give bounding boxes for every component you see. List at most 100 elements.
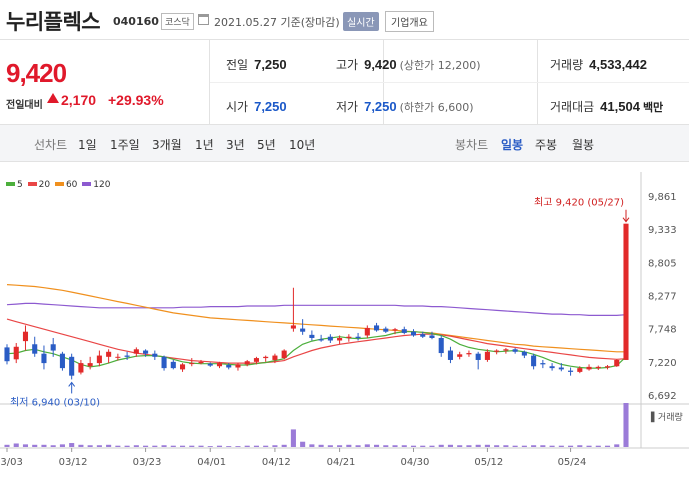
- candle-body: [383, 328, 389, 332]
- volume-bar: [124, 445, 130, 447]
- candle-body: [457, 354, 463, 357]
- x-tick-label: 04/01: [197, 457, 226, 468]
- volume-bar: [568, 445, 574, 447]
- tab-daily[interactable]: 일봉: [501, 138, 524, 152]
- low-arrowhead-icon: [68, 381, 76, 387]
- tab-3year[interactable]: 3년: [226, 138, 245, 152]
- tab-weekly[interactable]: 주봉: [535, 138, 558, 152]
- volume-bar: [364, 444, 370, 447]
- volume-bar: [161, 445, 167, 447]
- tab-1week[interactable]: 1주일: [110, 138, 140, 152]
- high-cell: 고가 9,420 (상한가 12,200): [336, 56, 481, 73]
- candle-body: [521, 351, 527, 356]
- y-tick-label: 9,333: [648, 225, 677, 236]
- calendar-icon: [198, 14, 209, 25]
- volume-bar: [475, 444, 481, 447]
- volume-bar: [327, 445, 333, 447]
- volume-bar: [96, 445, 102, 447]
- volume-bar: [521, 445, 527, 447]
- volume-bar: [300, 441, 306, 447]
- volume-bar: [466, 445, 472, 447]
- volume-bar: [318, 444, 324, 447]
- volume-bar: [604, 445, 611, 447]
- x-tick-label: 03/03: [0, 457, 23, 468]
- volume-bar: [281, 444, 287, 447]
- candle-body: [281, 350, 287, 359]
- candle-body: [263, 356, 269, 359]
- candle-body: [577, 368, 583, 372]
- volume-bar: [438, 444, 444, 447]
- quote-date: 2021.05.27 기준(장마감): [214, 16, 340, 29]
- volume-label: 거래량: [550, 58, 584, 72]
- open-value: 7,250: [254, 99, 287, 114]
- volume-bar: [106, 444, 112, 447]
- candle-body: [568, 370, 574, 372]
- volume-bar: [410, 445, 417, 447]
- volume-value: 4,533,442: [589, 57, 647, 72]
- candle-body: [179, 364, 186, 370]
- upper-limit: (상한가 12,200): [399, 59, 481, 72]
- volume-bar: [59, 444, 65, 447]
- tab-3month[interactable]: 3개월: [152, 138, 182, 152]
- candle-body: [78, 363, 84, 373]
- volume-bar: [383, 445, 389, 447]
- company-info-button[interactable]: 기업개요: [385, 11, 434, 32]
- amount-value: 41,504: [600, 99, 640, 114]
- stock-code: 040160: [113, 15, 159, 28]
- candle-body: [290, 325, 296, 329]
- volume-bar: [179, 445, 186, 447]
- tab-1day[interactable]: 1일: [78, 138, 97, 152]
- candle-body: [318, 339, 324, 341]
- candle-body: [32, 344, 38, 354]
- ma-legend: 5 20 60 120: [4, 180, 110, 190]
- volume-bar: [244, 445, 250, 447]
- change-label: 전일대비: [6, 100, 43, 111]
- volume-bar: [420, 445, 426, 447]
- candle-body: [13, 346, 19, 360]
- volume-bar: [69, 443, 75, 447]
- candle-body: [614, 359, 620, 367]
- market-badge: 코스닥: [161, 13, 194, 30]
- candle-body: [549, 366, 555, 369]
- candle-body: [447, 350, 454, 360]
- volume-bar: [22, 444, 29, 447]
- volume-bar: [392, 445, 398, 447]
- candle-body: [50, 344, 56, 351]
- candle-body: [401, 329, 407, 333]
- amount-unit: 백만: [642, 101, 664, 114]
- stock-name[interactable]: 누리플렉스: [6, 10, 101, 34]
- volume-bar: [50, 445, 56, 447]
- candle-body: [512, 349, 518, 352]
- y-tick-label: 6,692: [648, 391, 677, 402]
- volume-bar: [290, 429, 296, 447]
- tab-monthly[interactable]: 월봉: [572, 138, 595, 152]
- amount-label: 거래대금: [550, 100, 595, 114]
- candle-body: [133, 349, 139, 354]
- candle-body: [355, 336, 361, 338]
- legend-swatch-5: [6, 182, 15, 186]
- candle-body: [216, 363, 223, 367]
- legend-swatch-120: [82, 182, 92, 186]
- tab-1year[interactable]: 1년: [195, 138, 214, 152]
- stock-header: 누리플렉스 040160 코스닥 2021.05.27 기준(장마감) 실시간 …: [0, 0, 689, 40]
- tab-10year[interactable]: 10년: [289, 138, 316, 152]
- high-arrowhead-icon: [622, 217, 630, 223]
- tab-5year[interactable]: 5년: [257, 138, 276, 152]
- high-value: 9,420: [364, 57, 397, 72]
- y-tick-label: 7,220: [648, 358, 677, 369]
- up-arrow-icon: [47, 93, 59, 103]
- candle-body: [22, 331, 29, 342]
- y-tick-label: 8,805: [648, 258, 677, 269]
- realtime-button[interactable]: 실시간: [343, 12, 379, 31]
- tab-line-chart[interactable]: 선차트: [34, 138, 68, 152]
- x-tick-label: 04/30: [401, 457, 430, 468]
- candle-body: [300, 328, 306, 332]
- volume-bar: [484, 444, 490, 447]
- ma120-line: [6, 302, 627, 316]
- volume-bar: [13, 443, 19, 447]
- divider: [210, 82, 689, 83]
- x-tick-label: 03/12: [59, 457, 88, 468]
- low-cell: 저가 7,250 (하한가 6,600): [336, 98, 474, 115]
- tab-candle-chart[interactable]: 봉차트: [455, 138, 489, 152]
